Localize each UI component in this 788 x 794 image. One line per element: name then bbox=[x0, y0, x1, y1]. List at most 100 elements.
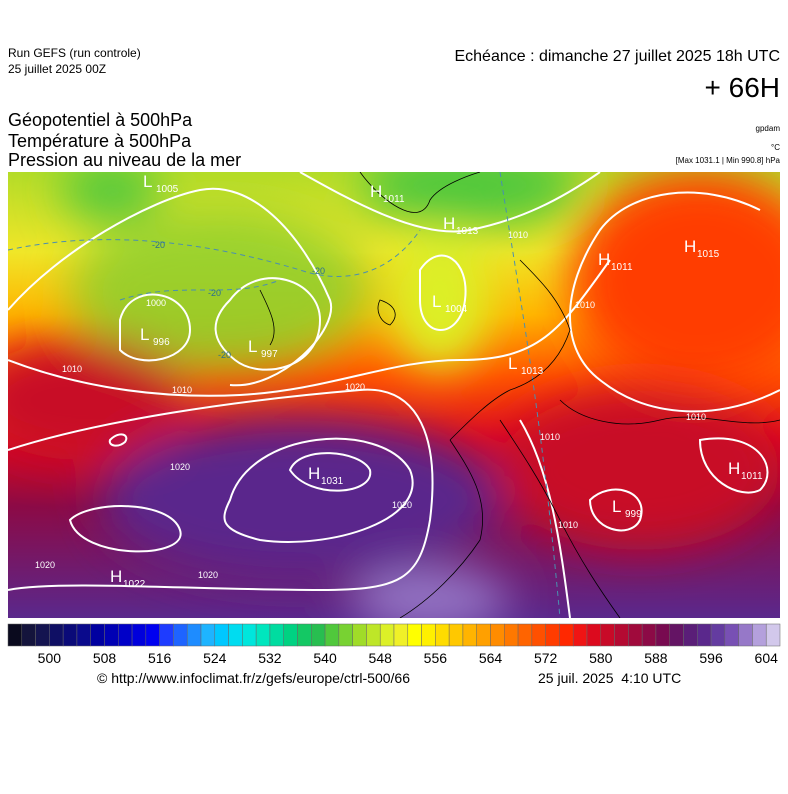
colorbar-swatch bbox=[214, 623, 229, 647]
isobar-label: 1010 bbox=[686, 412, 706, 422]
center-letter: H bbox=[728, 459, 740, 478]
colorbar-swatch bbox=[490, 623, 505, 647]
colorbar-swatch bbox=[586, 623, 602, 647]
colorbar-swatch bbox=[531, 623, 546, 647]
field-blobs bbox=[8, 172, 780, 618]
center-letter: H bbox=[598, 250, 610, 269]
colorbar-swatch bbox=[311, 623, 326, 647]
field-label: Géopotentiel à 500hPa bbox=[8, 110, 193, 130]
colorbar-tick-label: 564 bbox=[479, 650, 503, 666]
colorbar-tick-label: 540 bbox=[313, 650, 337, 666]
colorbar-swatch bbox=[765, 623, 781, 647]
isobar-label: 1020 bbox=[345, 382, 365, 392]
colorbar-swatch bbox=[118, 623, 133, 647]
isobar-label: 1010 bbox=[558, 520, 578, 530]
isobar-label: 1010 bbox=[508, 230, 528, 240]
center-pressure: 1013 bbox=[456, 226, 479, 237]
colorbar-tick-label: 508 bbox=[93, 650, 117, 666]
colorbar-swatch bbox=[448, 623, 464, 647]
colorbar-swatch bbox=[697, 623, 712, 647]
center-letter: L bbox=[508, 354, 517, 373]
valid-time: Echéance : dimanche 27 juillet 2025 18h … bbox=[454, 48, 780, 65]
unit-label: gpdam bbox=[756, 124, 781, 133]
center-pressure: 1004 bbox=[445, 304, 468, 315]
colorbar-swatch bbox=[90, 623, 105, 647]
colorbar-swatch bbox=[200, 623, 216, 647]
colorbar-tick-label: 556 bbox=[424, 650, 448, 666]
colorbar-tick-label: 524 bbox=[203, 650, 227, 666]
colorbar-tick-label: 580 bbox=[589, 650, 613, 666]
colorbar-swatch bbox=[131, 623, 147, 647]
center-letter: L bbox=[612, 497, 621, 516]
colorbar-swatch bbox=[462, 623, 477, 647]
center-pressure: 996 bbox=[153, 337, 170, 348]
isobar-label: 1010 bbox=[172, 385, 192, 395]
center-letter: H bbox=[684, 237, 696, 256]
isobar-label: 1010 bbox=[540, 432, 560, 442]
isotherms bbox=[8, 172, 561, 618]
colorbar-tick-label: 588 bbox=[644, 650, 668, 666]
colorbar-swatch bbox=[559, 623, 574, 647]
colorbar-swatch bbox=[545, 623, 560, 647]
colorbar-swatch bbox=[641, 623, 657, 647]
colorbar-swatch bbox=[7, 623, 23, 647]
colorbar-tick-label: 516 bbox=[148, 650, 172, 666]
center-pressure: 1011 bbox=[383, 194, 405, 205]
colorbar-tick-label: 572 bbox=[534, 650, 558, 666]
isobar-label: 1020 bbox=[35, 560, 55, 570]
colorbar-tick-label: 532 bbox=[258, 650, 282, 666]
colorbar-tick-label: 596 bbox=[699, 650, 723, 666]
center-letter: H bbox=[443, 214, 455, 233]
center-pressure: 1011 bbox=[611, 262, 633, 273]
run-date: 25 juillet 2025 00Z bbox=[8, 62, 106, 76]
colorbar-swatch bbox=[186, 623, 202, 647]
colorbar-swatch bbox=[228, 623, 243, 647]
center-pressure: 1013 bbox=[521, 366, 544, 377]
lead-time: + 66H bbox=[705, 72, 781, 103]
run-label: Run GEFS (run controle) bbox=[8, 46, 141, 60]
colorbar-swatch bbox=[324, 623, 340, 647]
colorbar-swatch bbox=[752, 623, 767, 647]
colorbar-swatch bbox=[283, 623, 298, 647]
colorbar-swatch bbox=[476, 623, 491, 647]
colorbar-tick-label: 604 bbox=[755, 650, 779, 666]
isobar-label: 1020 bbox=[198, 570, 218, 580]
colorbar-swatch bbox=[572, 623, 588, 647]
center-letter: L bbox=[432, 292, 441, 311]
isotherm-label: -20 bbox=[218, 350, 231, 360]
center-letter: L bbox=[140, 325, 149, 344]
isobar-label: 1020 bbox=[170, 462, 190, 472]
colorbar-swatch bbox=[628, 623, 643, 647]
colorbar-swatch bbox=[655, 623, 670, 647]
colorbar-swatch bbox=[504, 623, 519, 647]
colorbar-tick-label: 548 bbox=[369, 650, 393, 666]
colorbar-swatch bbox=[242, 623, 257, 647]
colorbar-swatch bbox=[104, 623, 119, 647]
colorbar-swatch bbox=[297, 623, 312, 647]
field-label: Pression au niveau de la mer bbox=[8, 150, 241, 170]
colorbar-swatch bbox=[269, 623, 284, 647]
center-letter: H bbox=[308, 464, 320, 483]
unit-label: [Max 1031.1 | Min 990.8] hPa bbox=[676, 156, 781, 165]
center-pressure: 999 bbox=[625, 509, 642, 520]
colorbar-swatch bbox=[710, 623, 726, 647]
colorbar-swatch bbox=[76, 623, 91, 647]
colorbar-swatch bbox=[21, 623, 36, 647]
unit-label: °C bbox=[771, 143, 780, 152]
colorbar-swatch bbox=[517, 623, 533, 647]
colorbar-swatch bbox=[35, 623, 50, 647]
center-pressure: 1005 bbox=[156, 184, 179, 195]
center-pressure: 1011 bbox=[741, 471, 763, 482]
source-url: © http://www.infoclimat.fr/z/gefs/europe… bbox=[97, 670, 410, 686]
center-letter: H bbox=[110, 567, 122, 586]
coastlines bbox=[259, 172, 780, 618]
isotherm-label: -20 bbox=[312, 266, 325, 276]
colorbar-swatch bbox=[173, 623, 188, 647]
generated-time: 25 juil. 2025 4:10 UTC bbox=[538, 670, 681, 686]
isobars bbox=[8, 172, 780, 618]
center-letter: L bbox=[143, 172, 152, 191]
colorbar: 500 508 516 524 532 540 548 556 564 572 580 588 596 6… bbox=[7, 623, 781, 666]
